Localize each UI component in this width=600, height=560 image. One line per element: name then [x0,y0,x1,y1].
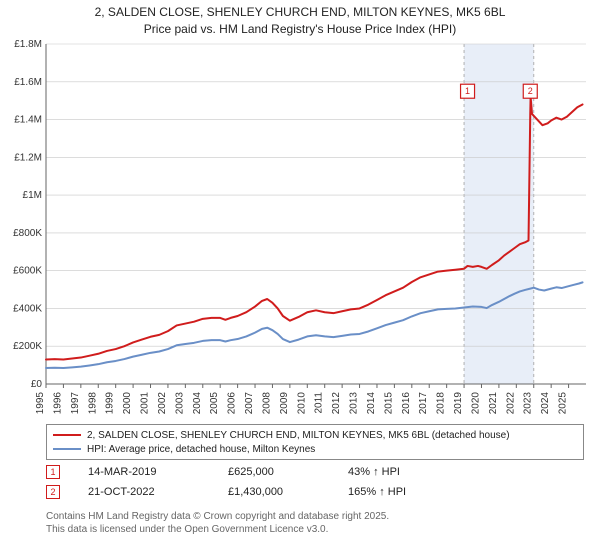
svg-text:2018: 2018 [436,392,447,415]
svg-text:2017: 2017 [418,392,429,415]
footer: Contains HM Land Registry data © Crown c… [46,510,389,536]
svg-text:1: 1 [465,86,470,96]
sale-pct-vs-hpi: 43% ↑ HPI [348,466,468,478]
svg-text:2021: 2021 [488,392,499,415]
svg-text:2: 2 [528,86,533,96]
sale-marker-icon: 1 [46,465,60,479]
svg-text:2016: 2016 [401,392,412,415]
svg-text:1996: 1996 [52,392,63,415]
legend: 2, SALDEN CLOSE, SHENLEY CHURCH END, MIL… [46,424,584,460]
svg-text:2004: 2004 [192,392,203,415]
svg-text:2020: 2020 [470,392,481,415]
legend-item-price-paid: 2, SALDEN CLOSE, SHENLEY CHURCH END, MIL… [53,428,577,442]
svg-text:£0: £0 [31,379,43,390]
legend-label: 2, SALDEN CLOSE, SHENLEY CHURCH END, MIL… [87,430,510,441]
svg-text:2019: 2019 [453,392,464,415]
svg-text:2022: 2022 [505,392,516,415]
svg-text:2011: 2011 [314,392,325,414]
svg-text:2001: 2001 [140,392,151,415]
svg-text:2023: 2023 [523,392,534,415]
title-line-1: 2, SALDEN CLOSE, SHENLEY CHURCH END, MIL… [0,4,600,21]
svg-text:2006: 2006 [227,392,238,415]
footer-line: This data is licensed under the Open Gov… [46,523,389,536]
legend-item-hpi: HPI: Average price, detached house, Milt… [53,442,577,456]
sale-date: 21-OCT-2022 [88,486,228,498]
svg-text:£600K: £600K [13,266,42,277]
svg-text:2008: 2008 [261,392,272,415]
sale-price: £1,430,000 [228,486,348,498]
svg-text:£1M: £1M [23,190,42,201]
svg-text:£1.4M: £1.4M [14,115,42,126]
svg-text:2009: 2009 [279,392,290,415]
svg-text:2024: 2024 [540,392,551,415]
chart-svg: £0£200K£400K£600K£800K£1M£1.2M£1.4M£1.6M… [46,44,586,414]
svg-text:2002: 2002 [157,392,168,415]
title-line-2: Price paid vs. HM Land Registry's House … [0,21,600,38]
svg-text:2012: 2012 [331,392,342,415]
sale-marker-icon: 2 [46,485,60,499]
line-chart: £0£200K£400K£600K£800K£1M£1.2M£1.4M£1.6M… [46,44,586,414]
sale-pct-vs-hpi: 165% ↑ HPI [348,486,468,498]
svg-text:2003: 2003 [174,392,185,415]
svg-text:£200K: £200K [13,341,42,352]
legend-label: HPI: Average price, detached house, Milt… [87,444,315,455]
svg-text:£400K: £400K [13,303,42,314]
svg-text:1999: 1999 [105,392,116,415]
svg-text:£800K: £800K [13,228,42,239]
sale-point-row: 1 14-MAR-2019£625,00043% ↑ HPI [46,462,586,482]
svg-text:1998: 1998 [87,392,98,415]
svg-text:£1.8M: £1.8M [14,39,42,50]
legend-swatch-price-paid [53,434,81,436]
sale-point-row: 2 21-OCT-2022£1,430,000165% ↑ HPI [46,482,586,502]
svg-text:2000: 2000 [122,392,133,415]
svg-text:2015: 2015 [383,392,394,415]
sale-date: 14-MAR-2019 [88,466,228,478]
svg-text:2010: 2010 [296,392,307,415]
svg-text:2007: 2007 [244,392,255,415]
sale-price: £625,000 [228,466,348,478]
svg-text:1995: 1995 [35,392,46,415]
svg-text:£1.6M: £1.6M [14,77,42,88]
footer-line: Contains HM Land Registry data © Crown c… [46,510,389,523]
chart-title: 2, SALDEN CLOSE, SHENLEY CHURCH END, MIL… [0,0,600,38]
svg-text:1997: 1997 [70,392,81,415]
sale-points-table: 1 14-MAR-2019£625,00043% ↑ HPI 2 21-OCT-202… [46,462,586,502]
legend-swatch-hpi [53,448,81,450]
svg-text:2025: 2025 [558,392,569,415]
svg-text:2005: 2005 [209,392,220,415]
svg-text:2014: 2014 [366,392,377,415]
svg-text:£1.2M: £1.2M [14,152,42,163]
svg-text:2013: 2013 [349,392,360,415]
